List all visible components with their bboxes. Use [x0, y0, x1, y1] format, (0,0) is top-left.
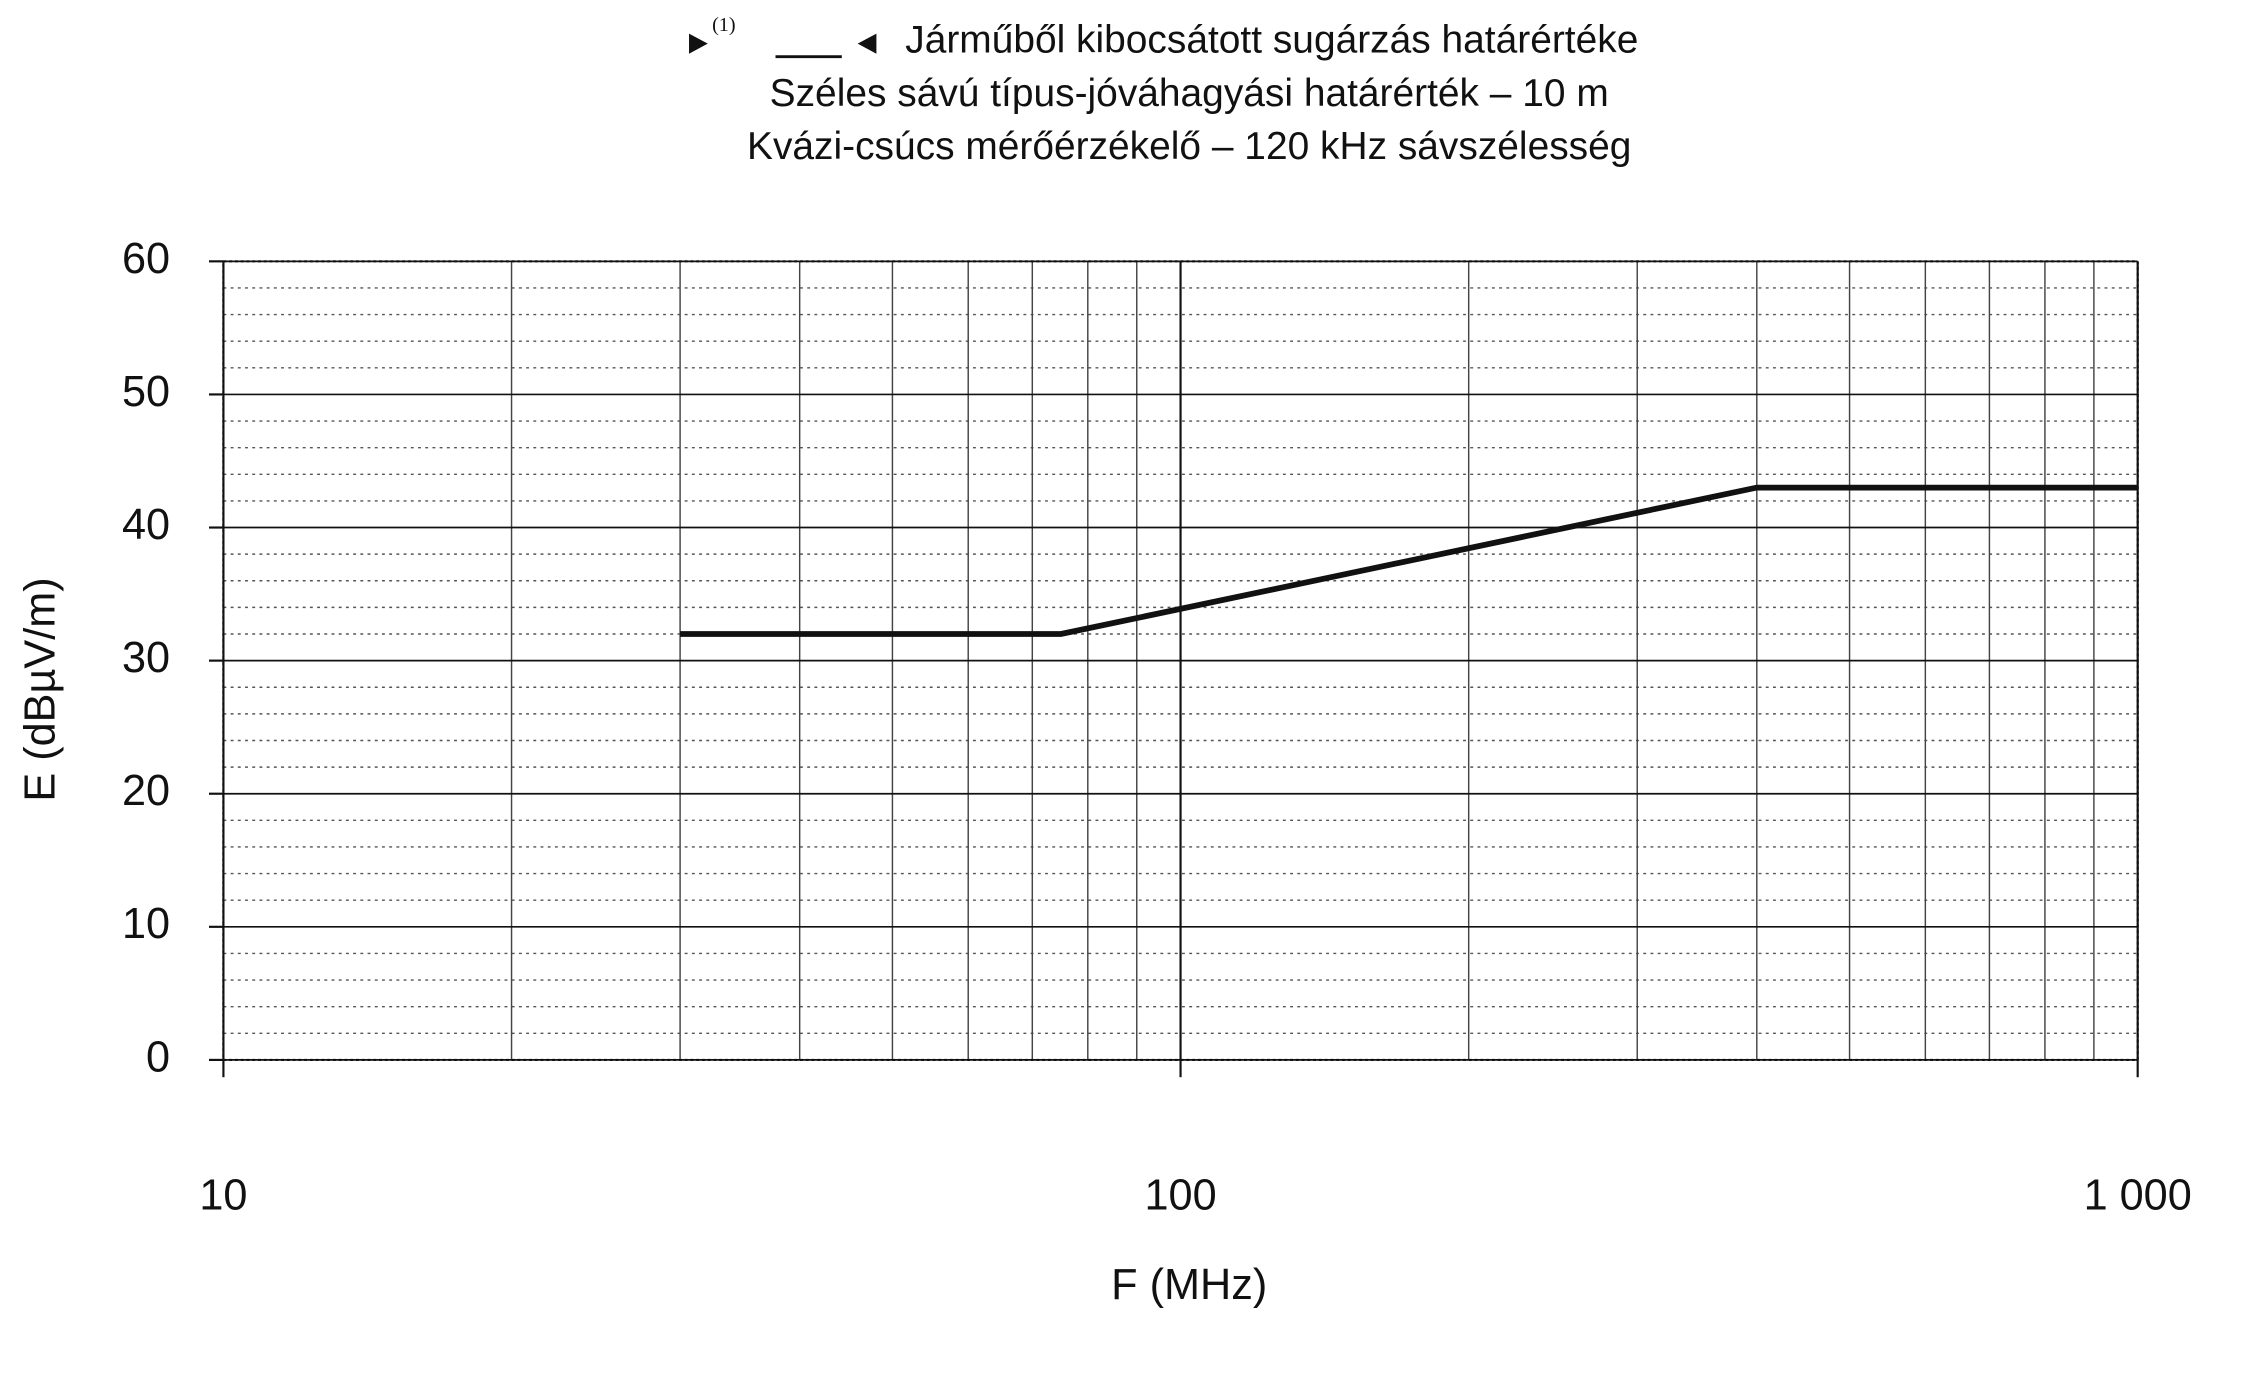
- y-tick-label: 0: [146, 1033, 170, 1081]
- y-tick-label: 40: [122, 501, 170, 549]
- y-tick-label: 20: [122, 767, 170, 815]
- chart-subtitle: Széles sávú típus-jóváhagyási határérték…: [770, 72, 1609, 115]
- x-tick-label: 100: [1144, 1172, 1216, 1220]
- y-tick-label: 50: [122, 368, 170, 416]
- y-tick-label: 10: [122, 900, 170, 948]
- limit-line: [680, 484, 2138, 637]
- y-tick-label: 30: [122, 634, 170, 682]
- plot-frame: [222, 260, 2139, 1061]
- amendment-ref: (1): [712, 14, 736, 36]
- x-tick-label: 10: [199, 1172, 247, 1220]
- amend-start-marker: [689, 33, 708, 54]
- amend-end-marker: [857, 33, 877, 54]
- x-axis-label: F (MHz): [1111, 1261, 1267, 1309]
- y-tick-label: 60: [122, 235, 170, 283]
- x-tick-label: 1 000: [2084, 1172, 2192, 1220]
- chart-subtitle: Kvázi-csúcs mérőérzékelő – 120 kHz sávsz…: [747, 125, 1631, 168]
- y-axis-label: E (dBµV/m): [17, 577, 65, 801]
- chart-title: Járműből kibocsátott sugárzás határérték…: [905, 19, 1638, 62]
